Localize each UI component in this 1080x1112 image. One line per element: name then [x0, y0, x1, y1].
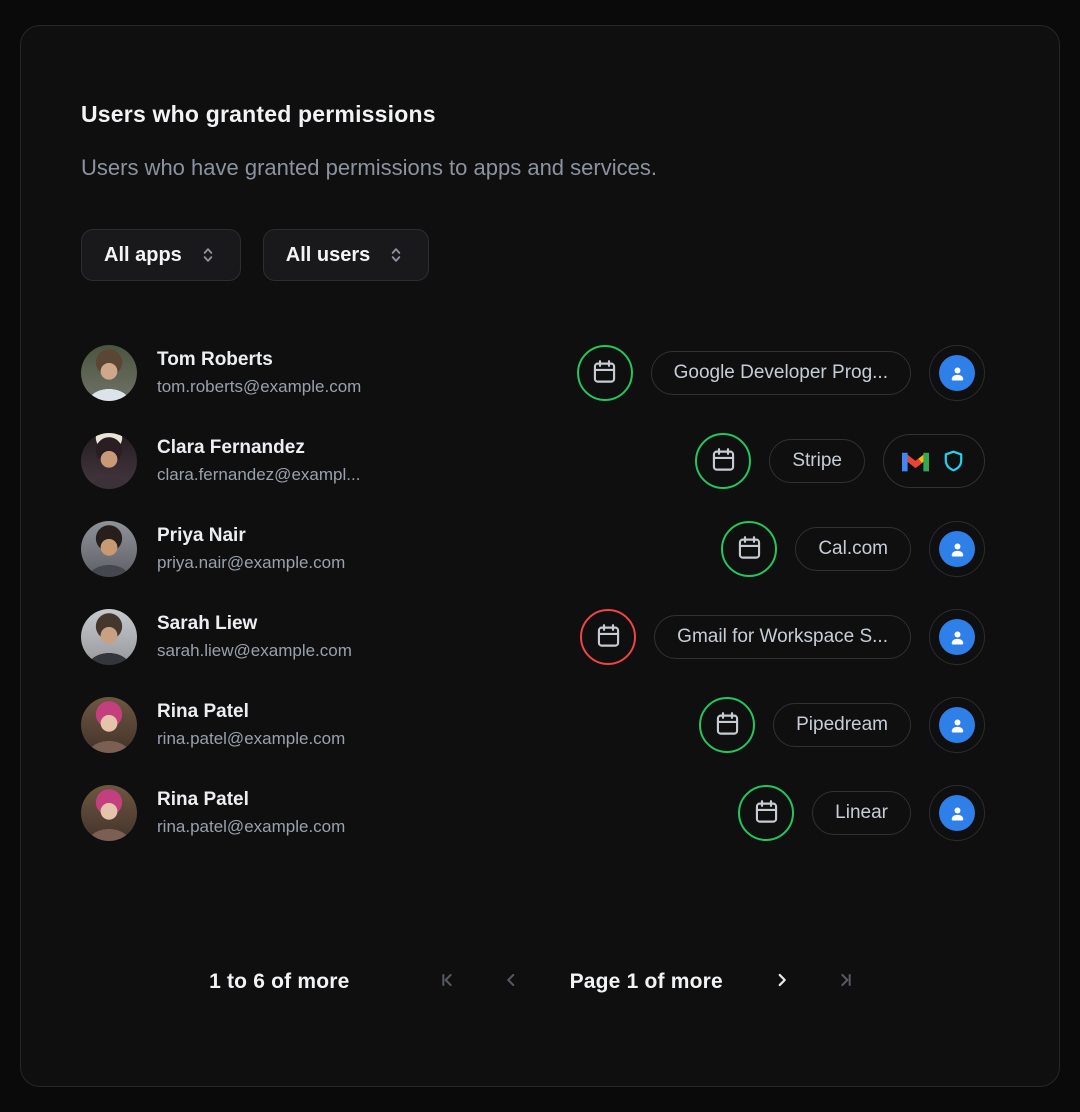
pager-controls: Page 1 of more: [436, 969, 857, 994]
chevron-right-icon: [771, 969, 793, 994]
user-email: clara.fernandez@exampl...: [157, 465, 361, 484]
app-badge[interactable]: Linear: [812, 791, 911, 835]
user-avatar: [81, 785, 137, 841]
chevron-last-icon: [835, 969, 857, 994]
filter-bar: All apps All users: [81, 229, 985, 281]
users-filter-dropdown[interactable]: All users: [262, 229, 430, 281]
calendar-icon: [753, 798, 780, 828]
calendar-status-button[interactable]: [721, 521, 778, 577]
page-indicator-label: Page 1 of more: [569, 969, 723, 993]
row-actions: Pipedream: [699, 697, 985, 753]
user-identity: Tom Roberts tom.roberts@example.com: [157, 349, 361, 397]
person-icon: [939, 619, 975, 655]
user-identity: Sarah Liew sarah.liew@example.com: [157, 613, 352, 661]
row-actions: Cal.com: [721, 521, 985, 577]
chevron-up-down-icon: [386, 245, 406, 265]
first-page-button[interactable]: [436, 969, 458, 994]
calendar-status-button[interactable]: [699, 697, 756, 753]
user-avatar: [81, 521, 137, 577]
user-name: Priya Nair: [157, 525, 246, 546]
user-avatar: [81, 609, 137, 665]
app-badge-label: Pipedream: [796, 714, 888, 735]
person-icon: [939, 707, 975, 743]
app-badge[interactable]: Cal.com: [795, 527, 911, 571]
chevron-up-down-icon: [198, 245, 218, 265]
user-indicator-button[interactable]: [929, 609, 985, 665]
calendar-status-button[interactable]: [738, 785, 795, 841]
page-subtitle: Users who have granted permissions to ap…: [81, 155, 657, 180]
user-email: rina.patel@example.com: [157, 729, 346, 748]
apps-filter-dropdown[interactable]: All apps: [81, 229, 241, 281]
calendar-status-button[interactable]: [576, 345, 633, 401]
app-badge[interactable]: Stripe: [769, 439, 865, 483]
users-filter-label: All users: [285, 243, 371, 266]
row-actions: Linear: [738, 785, 985, 841]
gmail-icon: [902, 452, 929, 472]
user-avatar: [81, 433, 137, 489]
user-email: tom.roberts@example.com: [157, 377, 362, 396]
calendar-status-button[interactable]: [580, 609, 637, 665]
person-icon: [939, 795, 975, 831]
person-icon: [939, 531, 975, 567]
app-badge-label: Linear: [835, 802, 888, 823]
next-page-button[interactable]: [771, 969, 793, 994]
user-indicator-button[interactable]: [929, 697, 985, 753]
apps-filter-label: All apps: [104, 243, 182, 266]
calendar-icon: [595, 622, 622, 652]
results-range-label: 1 to 6 of more: [209, 969, 350, 993]
app-badge-label: Stripe: [792, 450, 842, 471]
user-row: Rina Patel rina.patel@example.com Pipedr…: [81, 697, 985, 753]
calendar-status-button[interactable]: [695, 433, 752, 489]
user-row: Priya Nair priya.nair@example.com Cal.co…: [81, 521, 985, 577]
app-badge-label: Google Developer Prog...: [673, 362, 888, 383]
calendar-icon: [714, 710, 741, 740]
user-email: rina.patel@example.com: [157, 817, 346, 836]
row-actions: Google Developer Prog...: [576, 345, 985, 401]
calendar-icon: [736, 534, 763, 564]
shield-icon: [944, 450, 963, 471]
last-page-button[interactable]: [835, 969, 857, 994]
user-identity: Rina Patel rina.patel@example.com: [157, 789, 345, 837]
page-title: Users who granted permissions: [81, 101, 436, 127]
app-badge-label: Gmail for Workspace S...: [677, 626, 888, 647]
user-identity: Clara Fernandez clara.fernandez@exampl..…: [157, 437, 360, 485]
app-badge[interactable]: Pipedream: [773, 703, 911, 747]
user-indicator-button[interactable]: [929, 345, 985, 401]
user-name: Sarah Liew: [157, 613, 258, 634]
user-list: Tom Roberts tom.roberts@example.com Goog…: [81, 345, 985, 841]
row-actions: Gmail for Workspace S...: [580, 609, 985, 665]
app-badge[interactable]: Google Developer Prog...: [650, 351, 911, 395]
app-badge-label: Cal.com: [818, 538, 888, 559]
app-badge[interactable]: Gmail for Workspace S...: [654, 615, 911, 659]
user-email: sarah.liew@example.com: [157, 641, 352, 660]
user-identity: Rina Patel rina.patel@example.com: [157, 701, 345, 749]
user-avatar: [81, 697, 137, 753]
user-row: Tom Roberts tom.roberts@example.com Goog…: [81, 345, 985, 401]
user-name: Tom Roberts: [157, 349, 273, 370]
user-indicator-button[interactable]: [929, 521, 985, 577]
pagination-bar: 1 to 6 of more Page 1 of more: [81, 969, 985, 994]
user-indicator-button[interactable]: [929, 785, 985, 841]
user-name: Rina Patel: [157, 701, 249, 722]
user-name: Rina Patel: [157, 789, 249, 810]
person-icon: [939, 355, 975, 391]
previous-page-button[interactable]: [500, 969, 522, 994]
calendar-icon: [710, 446, 737, 476]
gmail-shield-badge[interactable]: [883, 434, 985, 488]
chevron-left-icon: [500, 969, 522, 994]
user-row: Rina Patel rina.patel@example.com Linear: [81, 785, 985, 841]
user-row: Sarah Liew sarah.liew@example.com Gmail …: [81, 609, 985, 665]
permissions-card: Users who granted permissions Users who …: [20, 25, 1060, 1087]
user-row: Clara Fernandez clara.fernandez@exampl..…: [81, 433, 985, 489]
calendar-icon: [591, 358, 618, 388]
user-avatar: [81, 345, 137, 401]
row-actions: Stripe: [695, 433, 985, 489]
user-email: priya.nair@example.com: [157, 553, 346, 572]
chevron-first-icon: [436, 969, 458, 994]
user-name: Clara Fernandez: [157, 437, 305, 458]
user-identity: Priya Nair priya.nair@example.com: [157, 525, 345, 573]
